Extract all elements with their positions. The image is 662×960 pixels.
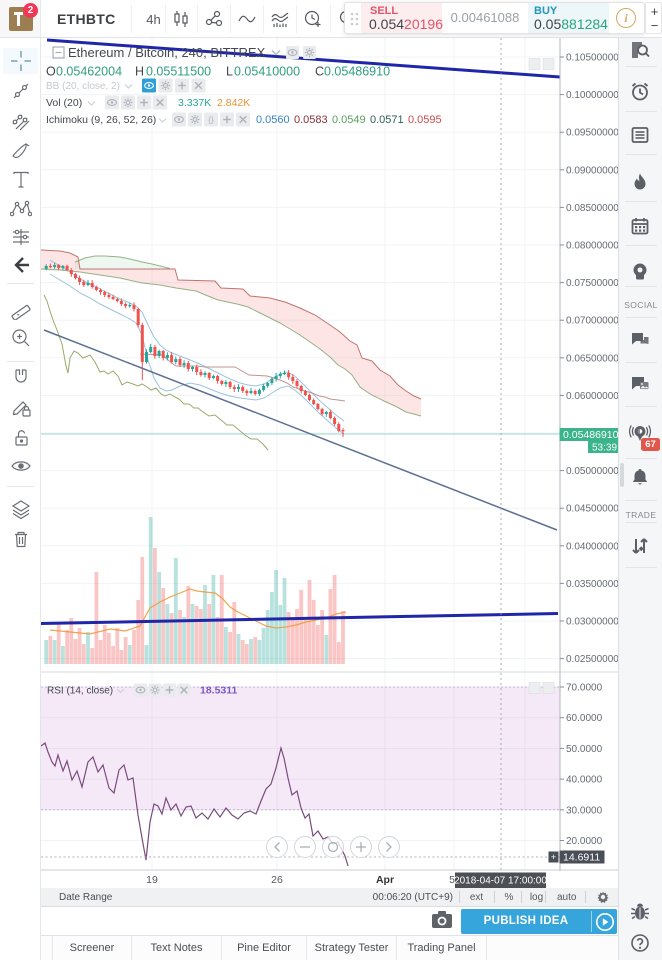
svg-text:0.05410000: 0.05410000	[234, 65, 300, 79]
svg-text:40.0000: 40.0000	[566, 775, 603, 786]
svg-text:0.05486910: 0.05486910	[324, 65, 390, 79]
svg-text:0.0595: 0.0595	[408, 114, 442, 126]
svg-text:26: 26	[271, 874, 283, 886]
svg-text:0.06000000: 0.06000000	[566, 391, 618, 402]
svg-text:53:39: 53:39	[592, 443, 617, 454]
svg-text:2.842K: 2.842K	[217, 97, 250, 109]
svg-text:0.03000000: 0.03000000	[566, 617, 618, 628]
svg-text:0.05486910: 0.05486910	[563, 429, 618, 441]
svg-text:0.05462004: 0.05462004	[56, 65, 122, 79]
svg-text:0.05000000: 0.05000000	[566, 466, 618, 477]
svg-text:60.0000: 60.0000	[566, 713, 603, 724]
svg-text:2018-04-07 17:00:00: 2018-04-07 17:00:00	[454, 876, 547, 887]
svg-text:0.05511500: 0.05511500	[146, 65, 211, 79]
svg-text:20.0000: 20.0000	[566, 836, 603, 847]
svg-text:Vol (20): Vol (20)	[46, 97, 82, 109]
svg-text:0.09500000: 0.09500000	[566, 128, 618, 139]
svg-text:0.10000000: 0.10000000	[566, 90, 618, 101]
svg-text:50.0000: 50.0000	[566, 744, 603, 755]
svg-text:19: 19	[146, 874, 158, 886]
svg-text:0.07500000: 0.07500000	[566, 278, 618, 289]
svg-text:14.6911: 14.6911	[563, 852, 600, 864]
svg-text:O: O	[46, 65, 56, 79]
svg-text:0.04500000: 0.04500000	[566, 504, 618, 515]
svg-text:0.04000000: 0.04000000	[566, 541, 618, 552]
svg-text:BB (20, close, 2): BB (20, close, 2)	[46, 81, 120, 92]
svg-text:0.03500000: 0.03500000	[566, 579, 618, 590]
svg-text:0.02500000: 0.02500000	[566, 654, 618, 665]
svg-text:0.08000000: 0.08000000	[566, 241, 618, 252]
svg-text:0.0583: 0.0583	[294, 114, 328, 126]
svg-text:0.07000000: 0.07000000	[566, 316, 618, 327]
svg-text:5: 5	[449, 874, 455, 886]
svg-text:H: H	[135, 65, 144, 79]
svg-text:0.0560: 0.0560	[256, 114, 290, 126]
svg-text:18.5311: 18.5311	[200, 685, 238, 697]
svg-text:+: +	[551, 852, 556, 862]
svg-text:30.0000: 30.0000	[566, 805, 603, 816]
svg-text:Apr: Apr	[376, 874, 394, 886]
svg-text:0.06500000: 0.06500000	[566, 353, 618, 364]
svg-text:L: L	[226, 65, 233, 79]
svg-text:Ethereum / Bitcoin, 240, BITTR: Ethereum / Bitcoin, 240, BITTREX	[68, 45, 266, 60]
svg-text:C: C	[315, 65, 324, 79]
svg-text:0.0549: 0.0549	[332, 114, 366, 126]
svg-text:70.0000: 70.0000	[566, 683, 603, 694]
svg-text:0.09000000: 0.09000000	[566, 165, 618, 176]
svg-text:0.0571: 0.0571	[370, 114, 404, 126]
svg-text:{}: {}	[208, 116, 214, 125]
svg-text:0.08500000: 0.08500000	[566, 203, 618, 214]
svg-text:Ichimoku (9, 26, 52, 26): Ichimoku (9, 26, 52, 26)	[46, 114, 156, 126]
svg-text:RSI (14, close): RSI (14, close)	[47, 686, 113, 697]
svg-text:0.10500000: 0.10500000	[566, 53, 618, 64]
svg-text:3.337K: 3.337K	[178, 97, 211, 109]
